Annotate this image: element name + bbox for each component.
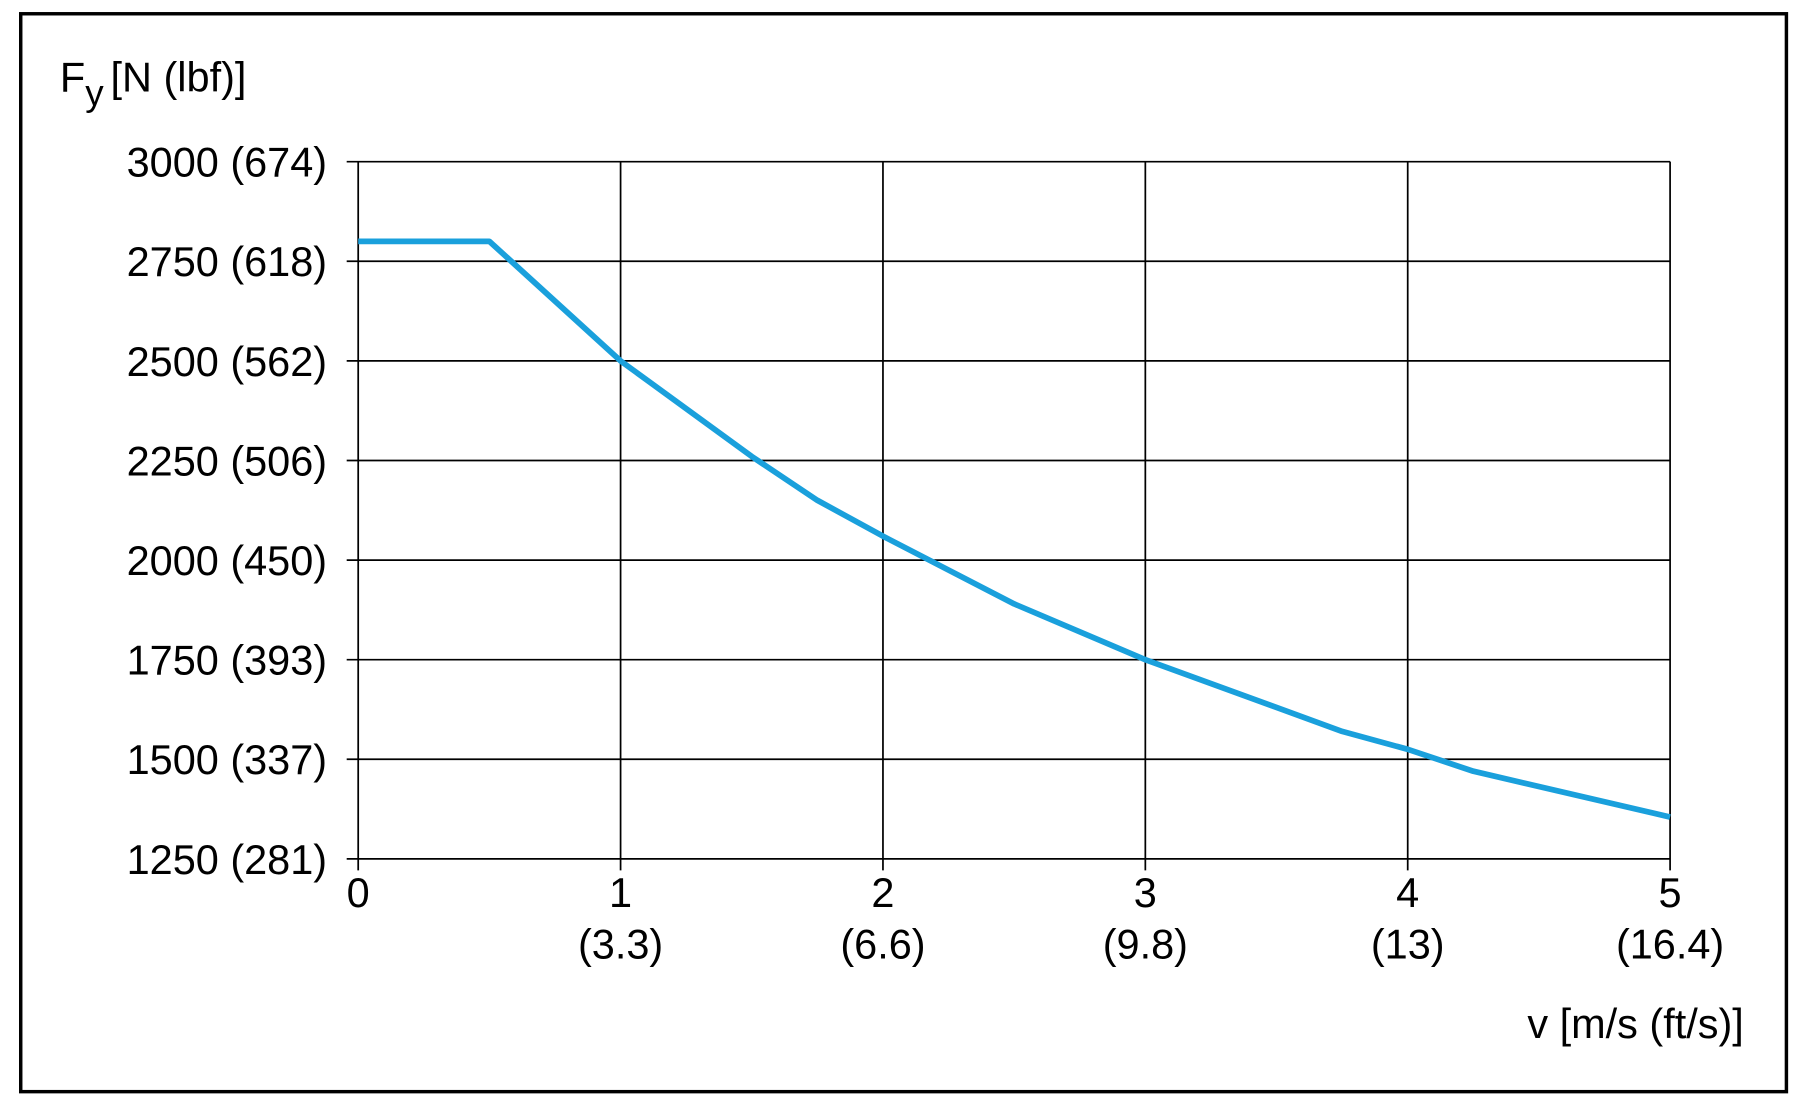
y-tick-label: 2000 (450) [127, 538, 328, 584]
x-tick-label: 0 [347, 870, 370, 916]
y-label-symbol: F [60, 55, 85, 101]
y-tick-label: 3000 (674) [127, 140, 328, 186]
x-tick-label: 1 [609, 870, 632, 916]
y-tick-label: 2250 (506) [127, 438, 328, 484]
x-tick-sublabel: (9.8) [1103, 922, 1188, 968]
y-label-unit: [N (lbf)] [111, 55, 247, 101]
y-axis-label: Fy [N (lbf)] [60, 55, 247, 114]
x-tick-sublabel: (16.4) [1616, 922, 1724, 968]
x-tick-label: 5 [1659, 870, 1682, 916]
x-tick-label: 3 [1134, 870, 1157, 916]
x-tick-sublabel: (13) [1371, 922, 1445, 968]
y-label-subscript: y [85, 73, 104, 114]
y-tick-label: 1500 (337) [127, 737, 328, 783]
y-tick-label: 1750 (393) [127, 638, 328, 684]
x-axis-label: v [m/s (ft/s)] [1527, 1001, 1743, 1047]
y-tick-label: 2750 (618) [127, 239, 328, 285]
x-tick-sublabel: (3.3) [578, 922, 663, 968]
frame [19, 12, 1789, 1094]
y-tick-label: 1250 (281) [127, 837, 328, 883]
y-tick-label: 2500 (562) [127, 339, 328, 385]
x-tick-label: 2 [871, 870, 894, 916]
x-tick-sublabel: (6.6) [840, 922, 925, 968]
x-tick-label: 4 [1396, 870, 1419, 916]
data-line [358, 238, 1671, 820]
